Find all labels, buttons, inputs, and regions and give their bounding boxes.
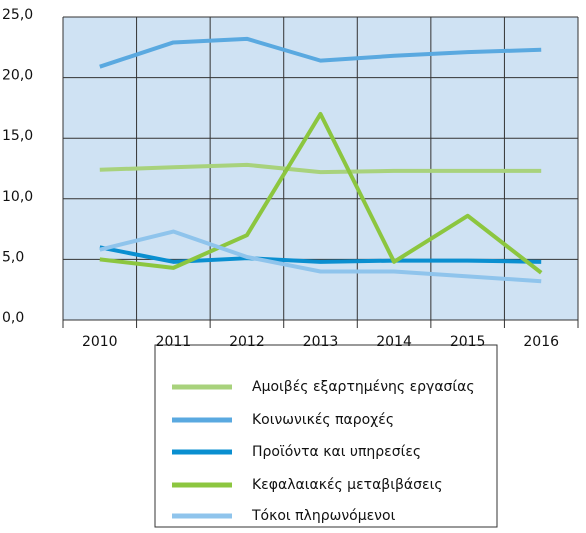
legend-box	[154, 344, 498, 528]
x-tick-label: 2016	[523, 334, 559, 350]
legend-label: Κοινωνικές παροχές	[252, 412, 394, 428]
legend-label: Αμοιβές εξαρτημένης εργασίας	[252, 379, 475, 395]
y-tick-label: 0,0	[2, 310, 24, 326]
series-line	[99, 36, 542, 69]
y-tick-label: 20,0	[2, 68, 33, 84]
legend-label: Προϊόντα και υπηρεσίες	[252, 444, 421, 460]
series-line	[99, 245, 542, 264]
y-tick-label: 15,0	[2, 128, 33, 144]
series-line	[99, 162, 542, 175]
x-tick-label: 2012	[229, 334, 265, 350]
legend-label: Τόκοι πληρωνόμενοι	[251, 508, 396, 524]
x-tick-label: 2014	[376, 334, 412, 350]
x-tick-label: 2011	[156, 334, 192, 350]
series-line	[99, 111, 543, 275]
y-tick-label: 10,0	[2, 189, 33, 205]
x-tick-label: 2013	[303, 334, 339, 350]
legend-label: Κεφαλαιακές μεταβιβάσεις	[252, 477, 443, 493]
y-tick-label: 5,0	[2, 249, 24, 265]
series-line	[99, 229, 542, 284]
x-tick-label: 2010	[82, 334, 118, 350]
x-tick-label: 2015	[450, 334, 486, 350]
y-tick-label: 25,0	[2, 7, 33, 23]
